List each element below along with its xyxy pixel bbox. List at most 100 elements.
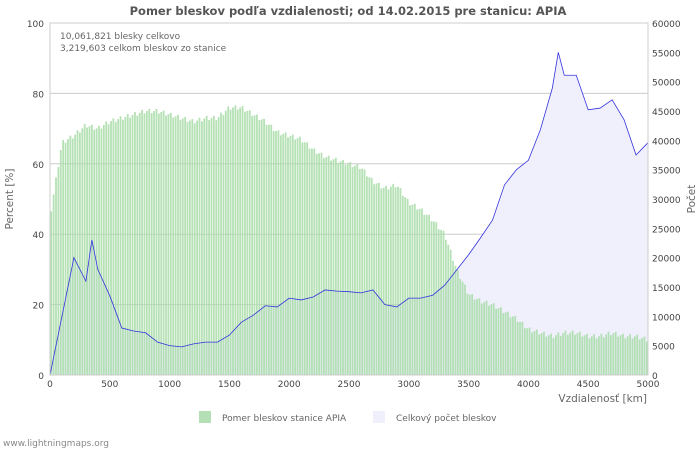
ratio-bar [401, 195, 404, 375]
ratio-bar [421, 208, 423, 375]
ratio-bar [433, 221, 435, 375]
ratio-bar [57, 166, 60, 375]
ratio-bar [136, 115, 139, 376]
ratio-bar [354, 165, 356, 375]
ratio-bar [145, 111, 148, 375]
ratio-bar [406, 198, 409, 375]
x-tick-label: 500 [101, 380, 118, 390]
ratio-bar [571, 330, 574, 375]
ratio-bar [523, 328, 526, 375]
ratio-bar [232, 107, 234, 375]
ratio-bar [246, 111, 249, 375]
ratio-bar [205, 115, 208, 375]
ratio-bar [256, 114, 258, 376]
ratio-bar [160, 112, 163, 375]
ratio-bar [270, 124, 273, 375]
y2-tick-label: 5000 [652, 343, 675, 353]
ratio-bar [165, 115, 167, 376]
ratio-bar [590, 336, 593, 375]
y-tick-label: 20 [33, 302, 45, 312]
ratio-bar [629, 334, 631, 375]
ratio-bar [499, 307, 502, 375]
ratio-bar [387, 189, 390, 375]
ratio-bar [423, 214, 426, 375]
ratio-bar [449, 249, 452, 375]
ratio-bar [337, 162, 340, 375]
ratio-bar [122, 119, 124, 375]
ratio-bar [322, 158, 325, 375]
x-tick-label: 4500 [577, 380, 600, 390]
ratio-bar [62, 139, 65, 375]
count-line [49, 52, 649, 376]
ratio-bar [555, 335, 557, 375]
ratio-bar [148, 108, 151, 375]
ratio-bar [504, 312, 507, 375]
ratio-bar [543, 331, 545, 375]
x-tick-label: 0 [47, 380, 53, 390]
ratio-bar [236, 109, 239, 375]
ratio-bar [516, 321, 519, 375]
ratio-bar [562, 333, 564, 375]
ratio-bar [184, 116, 187, 375]
ratio-bar [392, 183, 395, 375]
x-tick-label: 1000 [158, 380, 181, 390]
ratio-bar [203, 118, 206, 375]
ratio-bar [251, 115, 254, 375]
plot-frame [49, 22, 649, 376]
ratio-bar [191, 119, 194, 375]
ratio-bar [107, 124, 110, 375]
ratio-bar [131, 114, 134, 375]
ratio-bar [124, 116, 127, 375]
ratio-bar [119, 116, 122, 375]
ratio-bar [425, 214, 428, 375]
ratio-bar [409, 205, 411, 375]
legend-label-ratio: Pomer bleskov stanice APIA [222, 414, 347, 424]
ratio-bar [267, 124, 270, 375]
ratio-bar [342, 159, 344, 375]
ratio-bar [208, 120, 210, 375]
ratio-bar [645, 341, 648, 375]
ratio-bar [507, 311, 509, 375]
x-tick-label: 1500 [218, 380, 241, 390]
ratio-bar [88, 126, 91, 375]
ratio-bar [636, 334, 639, 375]
ratio-bar [578, 331, 581, 375]
ratio-bar [473, 299, 476, 375]
ratio-bar [428, 214, 431, 375]
ratio-bar [169, 112, 172, 375]
ratio-bar [476, 298, 478, 375]
ratio-bar [291, 134, 294, 375]
ratio-bar [174, 116, 177, 375]
ratio-bar [67, 139, 69, 375]
ratio-bar [566, 334, 569, 375]
ratio-bar [200, 121, 203, 375]
ratio-bar [153, 111, 155, 375]
ratio-bar [318, 153, 320, 375]
ratio-bar [95, 128, 98, 375]
ratio-bar [533, 331, 536, 375]
y2-tick-label: 60000 [652, 20, 681, 30]
ratio-bar [456, 269, 459, 375]
ratio-bar [117, 119, 120, 375]
y2-tick-label: 20000 [652, 255, 681, 265]
ratio-bar [100, 128, 103, 375]
ratio-bar [105, 121, 108, 375]
ratio-bar [90, 124, 93, 375]
ratio-bar [595, 338, 598, 375]
ratio-bar [638, 339, 641, 375]
ratio-bar [83, 124, 86, 375]
ratio-bar [416, 209, 419, 375]
x-tick-label: 5000 [637, 380, 660, 390]
ratio-bar [545, 336, 548, 375]
ratio-bar [641, 338, 643, 375]
ratio-bar [212, 115, 215, 375]
ratio-bar [244, 111, 246, 375]
ratio-bar [557, 332, 560, 375]
y2-tick-label: 15000 [652, 284, 681, 294]
ratio-bar [593, 334, 596, 375]
ratio-bar [404, 197, 407, 375]
y2-tick-label: 50000 [652, 79, 681, 89]
ratio-bar [452, 260, 454, 375]
